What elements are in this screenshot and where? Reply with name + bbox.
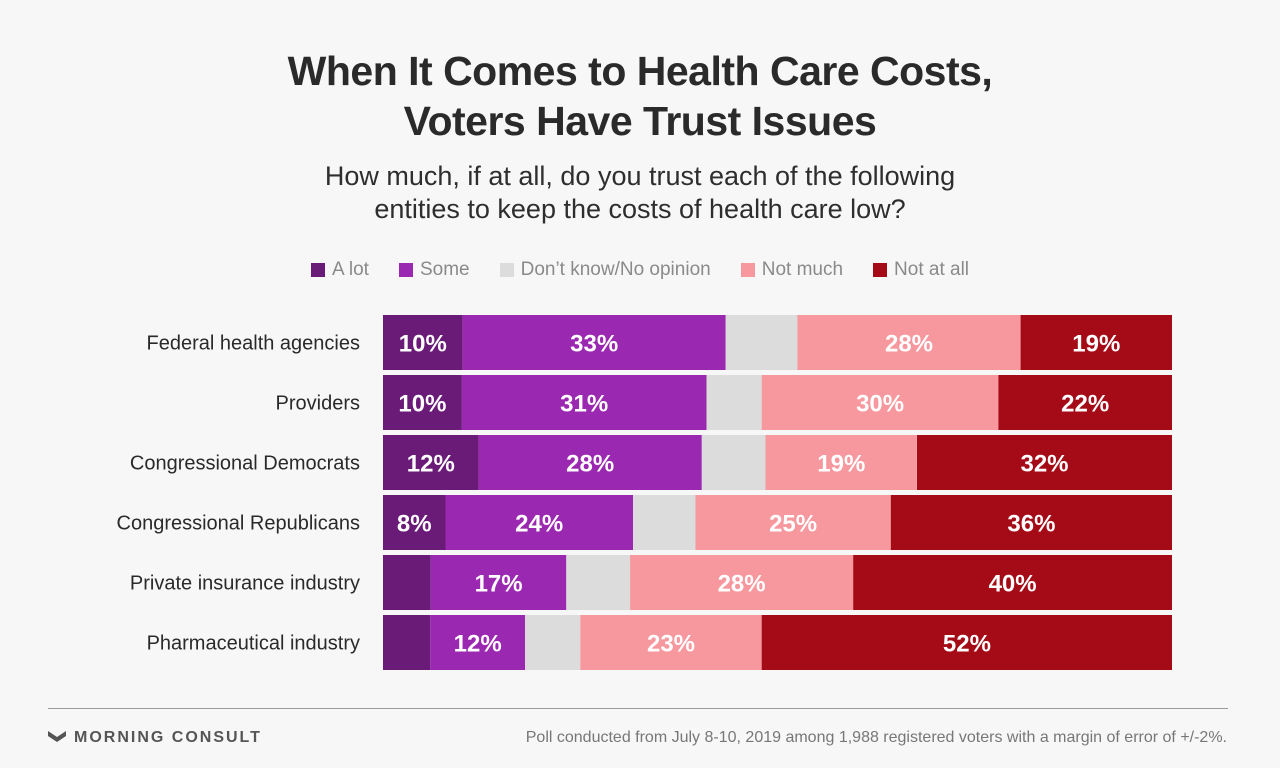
legend-swatch [873,263,888,277]
chart-subtitle: How much, if at all, do you trust each o… [0,160,1280,226]
bar-value-label: 36% [1007,511,1055,538]
category-label: Congressional Democrats [130,453,360,475]
bar-segment [383,315,463,370]
bar-segment [1020,315,1172,370]
bar-segment [701,435,766,490]
chart-title: When It Comes to Health Care Costs, Vote… [0,46,1280,146]
bar-segment [797,315,1021,370]
bar-segment [725,315,798,370]
bar-value-label: 10% [399,331,447,358]
bar-segment [890,495,1172,550]
bar-value-label: 33% [570,331,618,358]
category-label: Providers [276,393,360,415]
legend-item-3: Not much [740,259,844,281]
bar-segment [445,495,633,550]
bar-segment [695,495,891,550]
bar-value-label: 28% [566,451,614,478]
legend-item-2: Don’t know/No opinion [499,259,711,281]
legend-label: Not much [761,259,844,280]
bar-value-label: 32% [1020,451,1068,478]
bar-value-label: 12% [407,451,455,478]
bar-value-label: 24% [515,511,563,538]
bar-value-label: 19% [817,451,865,478]
bar-segment [706,375,762,430]
bar-value-label: 23% [647,631,695,658]
legend-item-0: A lot [310,259,369,281]
bar-value-label: 40% [989,571,1037,598]
legend-label: A lot [331,259,369,280]
legend-item-4: Not at all [873,259,969,281]
bar-value-label: 30% [856,391,904,418]
bar-segment [383,495,446,550]
bar-segment [525,615,581,670]
bar-segment [430,615,525,670]
bar-segment [917,435,1172,490]
bar-segment [383,375,462,430]
title-line-2: Voters Have Trust Issues [403,98,877,144]
bar-value-label: 10% [398,391,446,418]
legend-swatch [310,263,325,277]
bar-value-label: 28% [718,571,766,598]
bar-segment [853,555,1172,610]
bar-segment [462,315,726,370]
legend-item-1: Some [398,259,470,281]
bar-segment [478,435,702,490]
category-label: Private insurance industry [130,573,360,595]
bar-value-label: 22% [1061,391,1109,418]
bar-segment [761,615,1172,670]
bar-value-label: 8% [397,511,432,538]
bar-value-label: 17% [475,571,523,598]
subtitle-line-1: How much, if at all, do you trust each o… [324,161,956,191]
bar-value-label: 19% [1072,331,1120,358]
legend-swatch [499,263,514,277]
category-label: Pharmaceutical industry [147,633,360,655]
bar-segment [580,615,762,670]
footnote: Poll conducted from July 8-10, 2019 amon… [525,729,1227,746]
subtitle-line-2: entities to keep the costs of health car… [374,194,906,224]
bar-value-label: 12% [454,631,502,658]
brand-name: MORNING CONSULT [74,729,262,746]
legend-label: Not at all [894,259,970,280]
title-line-1: When It Comes to Health Care Costs, [287,48,993,94]
legend-swatch [398,263,413,277]
legend-label: Don’t know/No opinion [520,259,711,280]
bar-segment [566,555,631,610]
bar-segment [430,555,567,610]
bar-segment [630,555,854,610]
chevron-mark-icon [48,731,66,742]
bar-value-label: 52% [943,631,991,658]
stacked-bar-chart: Federal health agencies 10% 33% 28% 19% Provi… [117,315,1172,670]
bar-value-label: 28% [885,331,933,358]
bar-value-label: 31% [560,391,608,418]
legend-label: Some [419,259,470,280]
bar-segment [383,555,431,610]
legend-swatch [740,263,755,277]
bar-segment [998,375,1172,430]
bar-value-label: 25% [769,511,817,538]
bar-segment [761,375,999,430]
category-label: Federal health agencies [147,333,360,355]
footer-divider [48,708,1228,709]
bar-segment [461,375,707,430]
bar-segment [383,435,479,490]
bar-segment [383,615,431,670]
category-label: Congressional Republicans [117,513,360,535]
legend: A lot Some Don’t know/No opinion Not much No… [0,259,1280,281]
brand-logo: MORNING CONSULT [48,729,262,747]
bar-segment [633,495,696,550]
bar-segment [765,435,917,490]
